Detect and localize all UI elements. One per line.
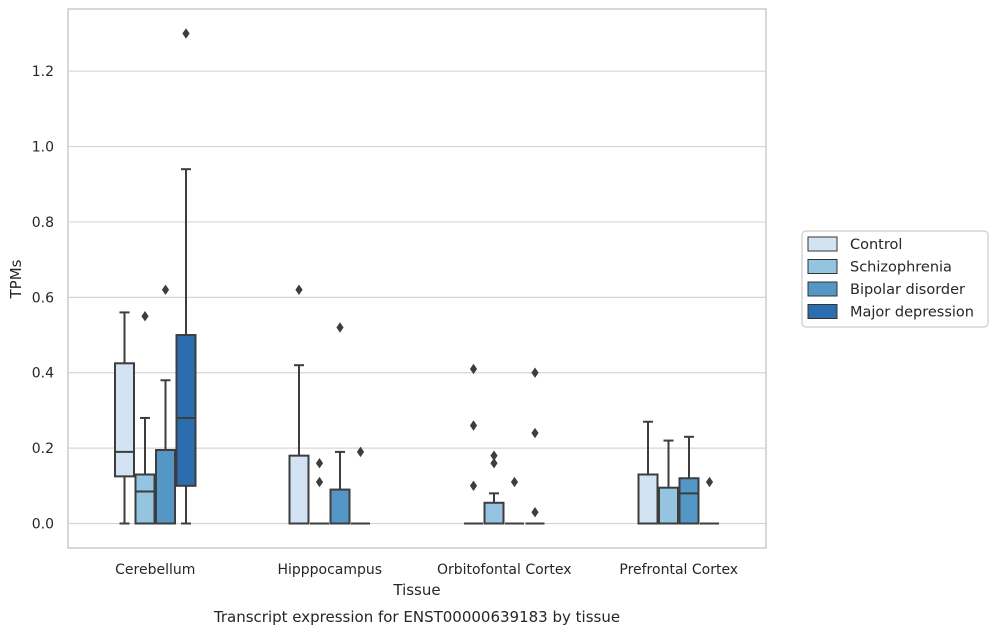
legend-swatch [807, 236, 838, 252]
legend-label: Major depression [850, 305, 974, 321]
box-iqr [155, 449, 176, 525]
box-iqr [134, 473, 156, 525]
box-plot-marks [114, 28, 719, 525]
box-schizophrenia [658, 439, 679, 525]
x-tick-label: Prefrontal Cortex [619, 562, 738, 578]
box-iqr [175, 334, 197, 487]
legend-swatch [807, 281, 838, 297]
box-control [288, 284, 310, 525]
outlier-point [469, 363, 478, 375]
box-control [464, 363, 483, 525]
box-iqr [483, 501, 505, 525]
outlier-point [510, 476, 519, 488]
box-schizophrenia [310, 457, 329, 525]
plot-frame [67, 8, 767, 549]
box-control [637, 420, 659, 525]
legend-swatch [807, 304, 838, 319]
outlier-point [295, 284, 303, 296]
legend-label: Schizophrenia [850, 260, 952, 276]
box-iqr [288, 454, 310, 525]
y-tick-label: 1.2 [32, 64, 54, 80]
y-tick-label: 0.0 [32, 517, 54, 533]
y-axis-ticks: 0.0 0.2 0.4 0.6 0.8 1.0 1.2 [32, 64, 54, 532]
y-tick-label: 0.2 [32, 441, 54, 457]
outlier-point [531, 367, 539, 378]
box-iqr [678, 477, 700, 525]
x-axis-ticks: Cerebellum Hipppocampus Orbitofontal Corte… [115, 562, 738, 578]
outlier-point [705, 476, 714, 488]
outlier-point [356, 446, 365, 458]
outlier-point [469, 480, 478, 492]
box-bipolar-disorder [329, 322, 351, 525]
outlier-point [315, 457, 324, 469]
legend-swatch [807, 259, 838, 274]
outlier-point [336, 322, 344, 333]
outlier-point [490, 457, 498, 469]
x-axis-label: Tissue [392, 581, 440, 599]
y-tick-label: 0.4 [32, 366, 54, 382]
outlier-point [182, 28, 190, 39]
y-tick-label: 0.8 [32, 215, 54, 231]
y-axis-label: TPMs [7, 259, 25, 299]
outlier-point [531, 506, 539, 518]
legend: Control Schizophrenia Bipolar disorder Majo… [801, 230, 989, 328]
outlier-point [469, 420, 478, 431]
box-schizophrenia [483, 450, 505, 525]
box-bipolar-disorder [505, 476, 524, 525]
legend-label: Bipolar disorder [850, 282, 965, 298]
outlier-point [315, 476, 324, 488]
box-bipolar-disorder [155, 284, 176, 525]
box-iqr [329, 488, 351, 525]
box-schizophrenia [134, 310, 156, 525]
box-major-depression [525, 367, 545, 525]
y-tick-label: 1.0 [32, 140, 54, 156]
outlier-point [161, 284, 170, 296]
legend-frame [801, 230, 989, 328]
x-tick-label: Hipppocampus [277, 562, 382, 578]
y-tick-label: 0.6 [32, 290, 54, 306]
outlier-point [490, 450, 498, 461]
legend-label: Control [850, 237, 902, 253]
x-tick-label: Cerebellum [115, 562, 195, 578]
box-bipolar-disorder [678, 435, 700, 525]
box-iqr [658, 486, 679, 525]
box-major-depression [351, 446, 370, 525]
outlier-point [531, 427, 539, 439]
chart-caption: Transcript expression for ENST0000063918… [213, 608, 620, 626]
box-iqr [114, 362, 135, 478]
box-major-depression [700, 476, 719, 525]
box-iqr [637, 473, 659, 525]
box-control [114, 311, 135, 525]
x-tick-label: Orbitofontal Cortex [437, 562, 572, 578]
box-major-depression [175, 28, 197, 525]
outlier-point [141, 310, 149, 322]
